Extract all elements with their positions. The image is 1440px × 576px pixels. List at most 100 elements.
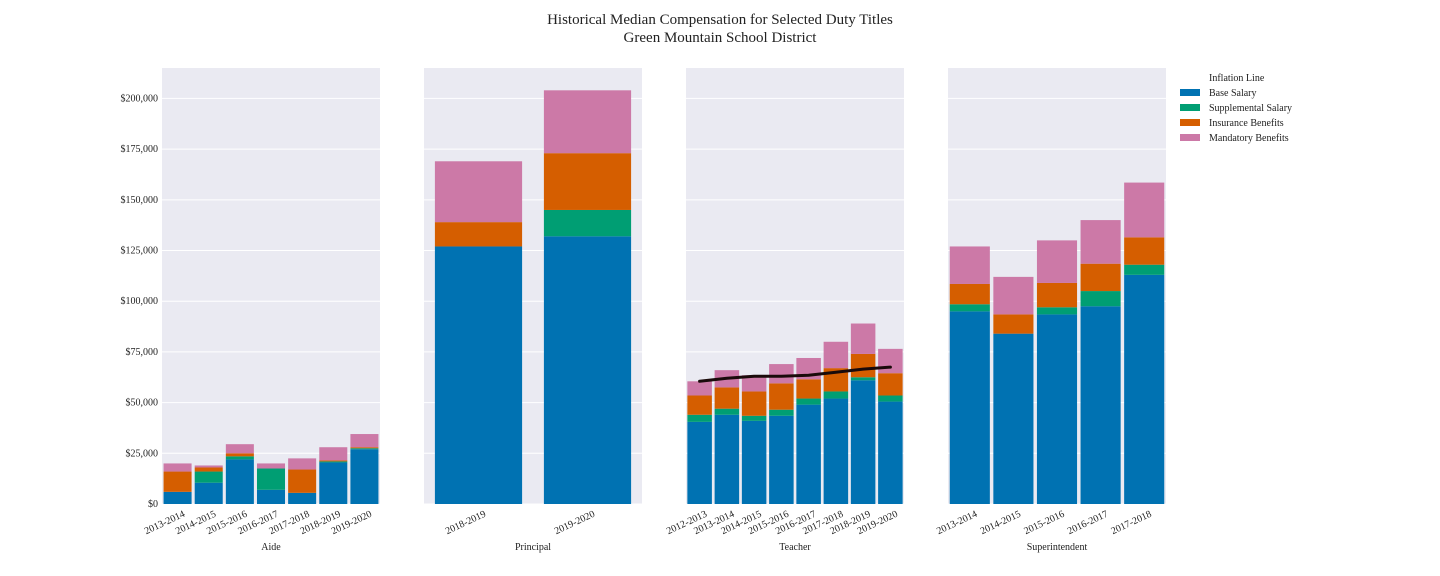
y-tick-label: $25,000 (126, 448, 159, 459)
bar-mandatory-benefits (256, 463, 286, 469)
legend-item-mandatory-benefits: Mandatory Benefits (1180, 133, 1289, 144)
legend-swatch (1180, 89, 1200, 96)
x-tick-label: 2016-2017 (1066, 509, 1110, 537)
x-tick-label: 2014-2015 (979, 509, 1023, 537)
bar-mandatory-benefits (1036, 240, 1078, 283)
bar-mandatory-benefits (225, 444, 254, 454)
bar-mandatory-benefits (769, 364, 794, 384)
bar-supplemental-salary (319, 461, 348, 463)
bar-supplemental-salary (256, 468, 286, 490)
bar-insurance-benefits (769, 383, 794, 410)
x-tick-label: 2018-2019 (444, 509, 488, 537)
legend-label: Base Salary (1209, 88, 1257, 99)
panel-superintendent: 2013-2014 2014-2015 2015-2016 2016-2017 2017… (935, 68, 1166, 553)
legend-label: Insurance Benefits (1209, 118, 1284, 129)
bar-base-salary (993, 333, 1034, 504)
bar-supplemental-salary (769, 409, 794, 416)
bar-mandatory-benefits (878, 348, 903, 374)
bar-supplemental-salary (1124, 264, 1165, 275)
y-tick-label: $125,000 (121, 246, 159, 257)
bar-base-salary (319, 462, 348, 504)
bar-supplemental-salary (878, 395, 903, 402)
legend-swatch (1180, 119, 1200, 126)
bar-supplemental-salary (687, 414, 712, 422)
bar-mandatory-benefits (350, 434, 379, 448)
legend-item-insurance-benefits: Insurance Benefits (1180, 118, 1284, 129)
bar-insurance-benefits (687, 395, 712, 415)
legend-swatch (1180, 134, 1200, 141)
y-tick-label: $0 (148, 499, 158, 510)
bar-mandatory-benefits (543, 90, 632, 154)
bar-base-salary (1124, 274, 1165, 504)
bar-supplemental-salary (543, 209, 632, 237)
bar-supplemental-salary (949, 304, 990, 312)
x-tick-label: 2013-2014 (935, 509, 979, 537)
legend-item-base-salary: Base Salary (1180, 88, 1257, 99)
legend-item-supplemental-salary: Supplemental Salary (1180, 103, 1292, 114)
bar-insurance-benefits (194, 467, 223, 472)
bar-insurance-benefits (1124, 237, 1165, 265)
panel-xlabel: Aide (261, 542, 281, 553)
bar-mandatory-benefits (823, 341, 849, 369)
bar-insurance-benefits (993, 314, 1034, 334)
y-tick-label: $50,000 (126, 398, 159, 409)
bar-mandatory-benefits (288, 458, 317, 470)
legend-swatch (1180, 104, 1200, 111)
panel-aide: $0 $25,000 $50,000 $75,000 $100,000 $125,000 $… (121, 68, 380, 553)
bar-base-salary (256, 489, 286, 504)
bar-insurance-benefits (543, 153, 632, 210)
bar-mandatory-benefits (949, 246, 990, 284)
bar-base-salary (194, 482, 223, 504)
bar-insurance-benefits (225, 453, 254, 457)
bar-supplemental-salary (823, 391, 849, 399)
legend-label: Supplemental Salary (1209, 103, 1292, 114)
bar-insurance-benefits (796, 379, 821, 399)
y-tick-label: $100,000 (121, 296, 159, 307)
bar-insurance-benefits (163, 471, 192, 492)
chart-title: Historical Median Compensation for Selec… (547, 12, 893, 28)
bar-insurance-benefits (1036, 282, 1078, 308)
bar-mandatory-benefits (319, 447, 348, 461)
bar-mandatory-benefits (1124, 182, 1165, 238)
bar-supplemental-salary (1036, 307, 1078, 315)
bar-insurance-benefits (878, 373, 903, 396)
bar-mandatory-benefits (434, 161, 523, 223)
bar-base-salary (714, 414, 740, 504)
legend: Inflation Line Base Salary Supplemental Sa… (1180, 73, 1292, 144)
panel-xlabel: Teacher (779, 542, 811, 553)
legend-item-inflation-line: Inflation Line (1209, 73, 1265, 84)
bar-supplemental-salary (850, 377, 876, 381)
x-tick-label: 2017-2018 (1110, 509, 1154, 537)
y-tick-label: $200,000 (121, 93, 159, 104)
bar-supplemental-salary (194, 471, 223, 483)
legend-label: Inflation Line (1209, 73, 1265, 84)
bar-mandatory-benefits (993, 276, 1034, 315)
chart-subtitle: Green Mountain School District (624, 30, 818, 46)
y-tick-label: $175,000 (121, 144, 159, 155)
panel-xlabel: Superintendent (1027, 542, 1088, 553)
bar-insurance-benefits (1080, 263, 1121, 292)
bar-supplemental-salary (796, 398, 821, 405)
x-tick-label: 2019-2020 (553, 509, 597, 537)
bar-base-salary (288, 492, 317, 504)
bar-supplemental-salary (714, 408, 740, 415)
bar-supplemental-salary (741, 415, 767, 421)
bar-insurance-benefits (850, 353, 876, 378)
bar-mandatory-benefits (1080, 220, 1121, 264)
bar-base-salary (1080, 306, 1121, 504)
inflation-line (698, 365, 892, 383)
bar-supplemental-salary (350, 448, 379, 450)
bar-base-salary (823, 398, 849, 504)
bar-supplemental-salary (225, 456, 254, 460)
bar-base-salary (949, 311, 990, 504)
bar-base-salary (350, 449, 379, 504)
panel-background (162, 68, 380, 504)
bar-insurance-benefits (288, 469, 317, 493)
x-tick-label: 2015-2016 (1022, 509, 1066, 537)
bar-base-salary (1036, 314, 1078, 504)
bar-base-salary (163, 491, 192, 504)
bar-base-salary (687, 421, 712, 504)
bar-base-salary (769, 415, 794, 504)
legend-label: Mandatory Benefits (1209, 133, 1289, 144)
